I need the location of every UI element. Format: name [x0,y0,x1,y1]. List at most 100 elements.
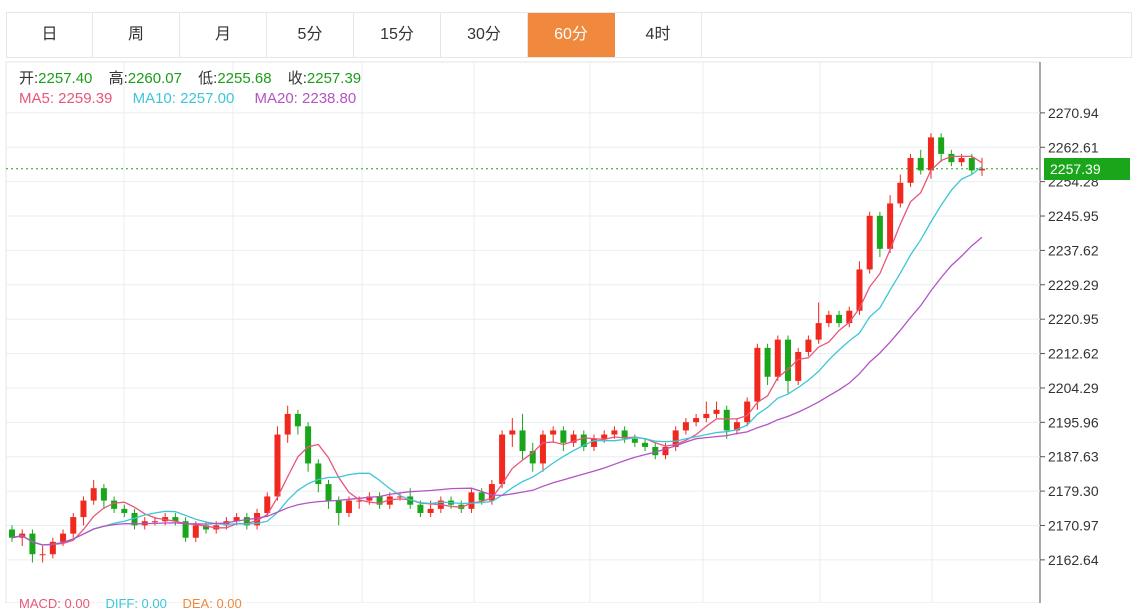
open-label: 开: [19,70,39,87]
candle-body [49,541,56,555]
candle-body [325,484,332,501]
y-tick-label: 2220.95 [1048,311,1099,327]
candle-body [499,434,506,485]
candle-body [345,500,352,513]
candle-body [968,158,975,171]
candle-body [815,323,822,340]
candle-body [887,203,894,249]
candle-body [662,446,669,456]
candle-body [131,512,138,526]
candle-body [601,434,608,439]
candle-body [550,430,557,435]
tab-month[interactable]: 月 [180,13,267,57]
candle-body [90,488,97,501]
candle-body [397,496,403,498]
candle-body [60,533,67,542]
candle-body [580,434,587,447]
tab-15min[interactable]: 15分 [354,13,441,57]
y-tick-label: 2262.61 [1048,139,1099,155]
tab-4hour[interactable]: 4时 [615,13,702,57]
tab-5min[interactable]: 5分 [267,13,354,57]
candle-body [366,496,373,501]
candle-body [744,401,751,423]
y-tick-label: 2195.96 [1048,414,1099,430]
candle-body [100,488,107,501]
candle-body [907,158,914,183]
y-tick-label: 2204.29 [1048,380,1099,396]
candle-body [723,409,730,431]
high-label: 高: [108,70,128,87]
candle-body [335,500,342,513]
tab-week[interactable]: 周 [93,13,180,57]
candle-body [825,314,832,324]
ma20-line [11,236,983,546]
candle-body [917,158,924,171]
candle-body [151,521,158,523]
candle-body [682,422,689,431]
candle-body [938,137,945,154]
macd-readout: MACD: 0.00 DIFF: 0.00 DEA: 0.00 [19,596,254,611]
macd-value: MACD: 0.00 [19,596,90,611]
close-value: 2257.39 [306,70,362,87]
candles-layer [9,133,985,563]
candle-body [856,269,863,311]
candle-body [111,500,118,509]
candle-body [519,430,526,452]
y-axis: 2270.942262.612254.282245.952237.622229.… [1040,105,1099,568]
open-value: 2257.40 [38,70,93,87]
y-tick-label: 2270.94 [1048,105,1099,121]
candle-body [774,339,781,377]
candle-body [764,347,771,377]
high-value: 2260.07 [127,70,182,87]
y-tick-label: 2162.64 [1048,552,1099,568]
candle-body [39,554,46,556]
candle-body [274,434,281,497]
candle-body [305,426,312,464]
ohlc-readout: 开:2257.40 高:2260.07 低:2255.68 收:2257.39 [19,67,373,88]
y-tick-label: 2212.62 [1048,346,1099,362]
ma-lines-layer [6,155,1040,546]
candle-body [846,310,853,324]
candle-body [631,438,638,443]
candle-body [591,438,597,447]
tab-60min[interactable]: 60分 [528,13,615,57]
candle-body [539,434,546,464]
candle-body [927,137,934,171]
candle-body [754,347,761,402]
candle-body [866,215,873,270]
candle-body [948,153,955,163]
candle-body [785,339,791,381]
candle-body [203,525,209,530]
plot-frame [5,61,1041,603]
candle-body [478,492,485,501]
candle-body [958,158,965,163]
low-value: 2255.68 [217,70,272,87]
ma-readout: MA5: 2259.39 MA10: 2257.00 MA20: 2238.80 [19,90,372,107]
candle-body [407,496,414,505]
low-label: 低: [198,70,218,87]
candle-body [672,430,679,447]
candle-body [80,500,87,518]
candle-body [693,418,700,423]
y-tick-label: 2179.30 [1048,483,1099,499]
tab-day[interactable]: 日 [6,13,93,57]
candle-body [386,496,393,505]
close-label: 收: [287,70,307,87]
candle-body [621,430,628,439]
candle-body [795,352,802,381]
chart-grid [5,61,1041,603]
candle-body [233,517,240,522]
candle-body [713,409,720,414]
candle-body [703,413,710,419]
candle-body [284,413,291,435]
candle-body [979,168,985,171]
tab-30min[interactable]: 30分 [441,13,528,57]
candle-body [315,463,322,485]
ma10-line [11,165,983,546]
candle-body [29,533,36,555]
ma5-value: MA5: 2259.39 [19,90,113,107]
candle-body [733,422,740,431]
candle-body [509,430,516,435]
candle-body [417,504,424,513]
candle-body [897,182,904,204]
